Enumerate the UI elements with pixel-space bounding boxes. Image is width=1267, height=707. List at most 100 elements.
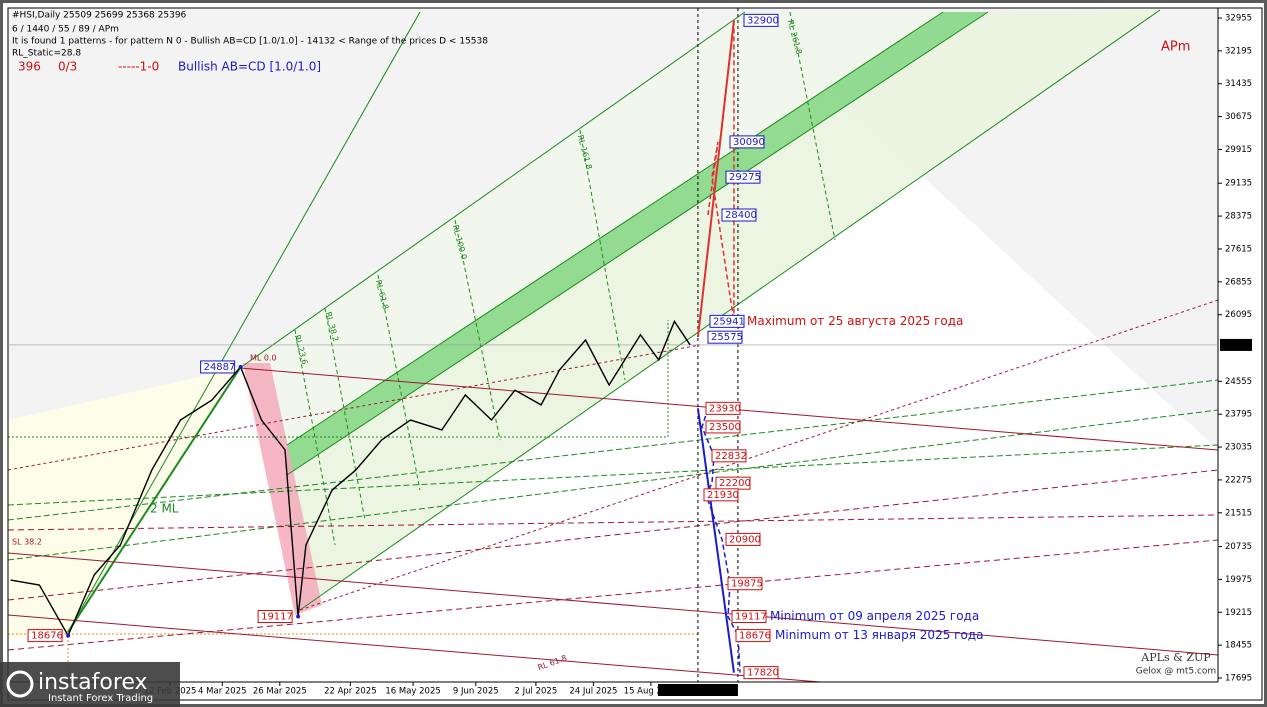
y-tick-label: 28375 (1225, 212, 1252, 222)
target-up-box (729, 135, 765, 149)
pivot-label: 18676 (31, 631, 63, 642)
y-tick-label: 24555 (1225, 377, 1252, 387)
y-tick-label: 26095 (1225, 310, 1252, 320)
y-tick-label: 26855 (1225, 277, 1252, 287)
target-down-box (735, 629, 771, 643)
annotation: Minimum от 13 января 2025 года (775, 628, 983, 642)
target-up-label: 30090 (733, 137, 765, 148)
level-label: ML 0.0 (250, 354, 277, 363)
y-tick-label: 29915 (1225, 145, 1252, 155)
logo-text: instaforex (38, 670, 148, 695)
cursor-label: 2025.09.02 13:35 (660, 686, 736, 696)
target-up-box (743, 13, 779, 27)
plot-border (7, 7, 1263, 701)
projection-zigzag (707, 141, 735, 322)
target-down-label: 17820 (747, 668, 779, 679)
projection-up (696, 20, 735, 338)
y-tick-label: 23795 (1225, 410, 1252, 420)
pivot-box (200, 360, 236, 374)
y-tick-label: 20735 (1225, 542, 1252, 552)
target-down-label: 22200 (719, 478, 751, 489)
logo: instaforex Instant Forex Trading (0, 662, 180, 707)
target-down-label: 20900 (729, 534, 761, 545)
x-tick-label: 22 Apr 2025 (324, 687, 377, 697)
projection-down (696, 408, 735, 673)
level-label: 2 ML (150, 502, 179, 516)
last-price-label: 25396 (1223, 340, 1250, 350)
target-up-label: 28400 (725, 210, 757, 221)
y-tick-label: 32195 (1225, 46, 1252, 56)
pivot (296, 614, 301, 619)
target-down-box (725, 532, 761, 546)
tagline: Instant Forex Trading (48, 693, 153, 704)
pivot-label: 19117 (261, 612, 293, 623)
counter: 396 (18, 60, 41, 74)
credit: APLs & ZUP (1140, 651, 1211, 664)
target-up-label: 25941 (713, 316, 745, 327)
target-down-box (727, 577, 763, 591)
plot: 32955 32195 31435 30675 29915 29135 28375 27615… (8, 8, 1252, 697)
ratio: 0/3 (58, 60, 77, 74)
target-up-label: 32900 (747, 15, 779, 26)
target-up-box (725, 170, 761, 184)
last-price-box (1220, 338, 1252, 351)
y-tick-label: 27615 (1225, 244, 1252, 254)
cursor-box (657, 684, 738, 696)
target-up-label: 29275 (729, 172, 761, 183)
y-axis-panel (1218, 8, 1262, 700)
target-down-label: 23930 (709, 403, 741, 414)
annotation: Minimum от 09 апреля 2025 года (770, 609, 979, 623)
x-tick-label: 4 Mar 2025 (198, 687, 246, 697)
tag: APm (1161, 40, 1190, 55)
pivot-box (257, 610, 293, 624)
y-tick-label: 22275 (1225, 475, 1252, 485)
x-tick-label: 26 Mar 2025 (253, 687, 307, 697)
level-label: SL 38.2 (12, 538, 42, 547)
header: #HSI,Daily 25509 25699 25368 25396 6 / 1… (12, 11, 1190, 74)
channel-lines (7, 9, 1219, 683)
target-down-label: 23500 (709, 422, 741, 433)
x-tick-label: 24 Jul 2025 (569, 687, 617, 697)
y-tick-label: 29135 (1225, 179, 1252, 189)
pivot (66, 633, 71, 638)
x-tick-label: 9 Jun 2025 (453, 687, 499, 697)
y-tick-label: 19215 (1225, 608, 1252, 618)
target-up-box (709, 314, 745, 328)
y-tick-label: 17695 (1225, 674, 1252, 684)
target-down-label: 19875 (731, 579, 763, 590)
pattern: Bullish AB=CD [1.0/1.0] (178, 60, 321, 74)
target-down-box (731, 610, 767, 624)
params: 6 / 1440 / 55 / 89 / APm (12, 25, 119, 35)
pattern-info: It is found 1 patterns - for pattern N 0… (12, 37, 488, 47)
target-down-box (711, 449, 747, 463)
target-up-box (707, 330, 743, 344)
y-tick-label: 31435 (1225, 79, 1252, 89)
target-down-label: 19117 (735, 612, 767, 623)
y-tick-label: 30675 (1225, 112, 1252, 122)
y-tick-label: 18455 (1225, 641, 1252, 651)
code: -----1-0 (118, 60, 159, 74)
x-tick-label: 15 Aug 2025 (624, 687, 678, 697)
y-tick-label: 32955 (1225, 13, 1252, 23)
annotation: Maximum от 25 августа 2025 года (747, 314, 963, 328)
target-down-box (743, 666, 779, 680)
rl-static: RL_Static=28.8 (12, 49, 81, 59)
target-down-box (705, 420, 741, 434)
y-tick-label: 21515 (1225, 508, 1252, 518)
target-down-label: 22832 (715, 451, 747, 462)
symbol-line: #HSI,Daily 25509 25699 25368 25396 (12, 11, 187, 21)
x-tick-label: 2 Jul 2025 (515, 687, 558, 697)
target-up-label: 25575 (711, 332, 743, 343)
target-down-label: 18676 (739, 631, 771, 642)
pivot-label: 24887 (204, 362, 236, 373)
target-up-box (721, 208, 757, 222)
pivot-box (27, 629, 63, 643)
y-tick-label: 19975 (1225, 575, 1252, 585)
pivot (238, 364, 243, 369)
target-down-box (705, 401, 741, 415)
target-down-box (703, 488, 739, 502)
x-tick-label: 16 May 2025 (385, 687, 440, 697)
price-line (10, 319, 691, 638)
